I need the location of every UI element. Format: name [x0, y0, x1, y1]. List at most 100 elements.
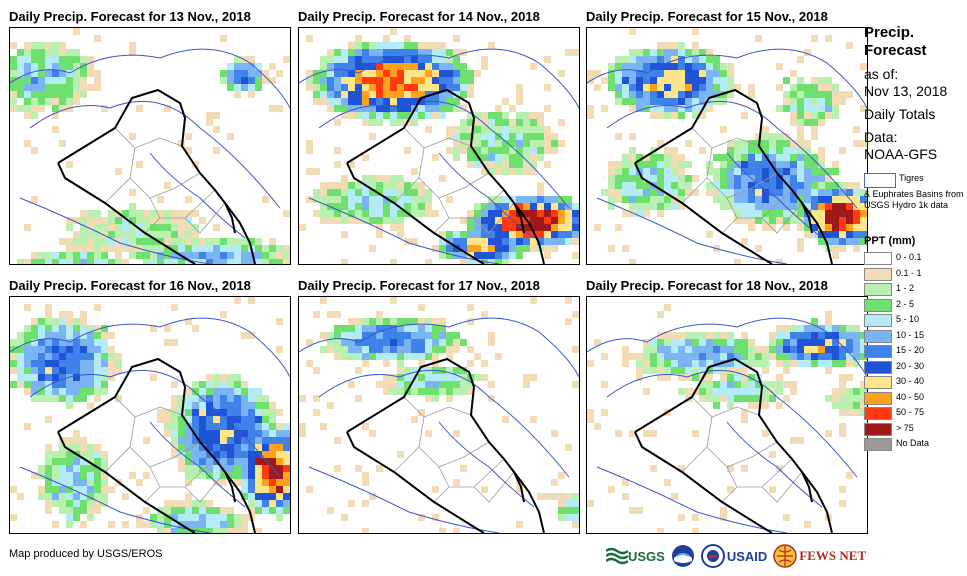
ppt-swatch [864, 391, 892, 405]
basin-outline [299, 317, 579, 533]
ppt-class-row: 15 - 20 [864, 344, 964, 360]
ppt-swatch [864, 267, 892, 281]
ppt-swatch [864, 360, 892, 374]
country-border [346, 88, 545, 264]
ppt-swatch [864, 298, 892, 312]
basin-legend: Tigres & Euphrates Basins from USGS Hydr… [864, 173, 964, 233]
precip-map-canvas [587, 304, 867, 533]
province-boundaries [104, 396, 226, 503]
panel-title: Daily Precip. Forecast for 18 Nov., 2018 [586, 278, 828, 293]
ppt-label: 30 - 40 [896, 376, 925, 386]
ppt-swatch [864, 376, 892, 389]
ppt-swatch [864, 345, 892, 358]
precip-map-canvas [299, 28, 579, 264]
ppt-swatch [864, 438, 892, 451]
usgs-logo: USGS [606, 547, 665, 565]
country-border [634, 88, 833, 264]
noaa-logo [671, 544, 695, 568]
forecast-panel: Daily Precip. Forecast for 13 Nov., 2018 [9, 9, 291, 265]
precip-map [9, 296, 291, 534]
ppt-title: PPT (mm) [864, 235, 916, 247]
footer-credit: Map produced by USGS/EROS [9, 548, 163, 560]
ppt-class-row: 0 - 0.1 [864, 251, 964, 267]
ppt-swatch [864, 422, 892, 436]
panel-title: Daily Precip. Forecast for 13 Nov., 2018 [9, 9, 251, 24]
basin-label: Tigres [899, 173, 924, 183]
forecast-panel: Daily Precip. Forecast for 16 Nov., 2018 [9, 278, 291, 534]
ppt-swatch [864, 407, 892, 420]
fewsnet-logo: FEWS NET [773, 544, 866, 568]
usaid-logo-text: USAID [726, 548, 768, 564]
as-of-label: as of: [864, 66, 899, 82]
province-boundaries [393, 396, 515, 503]
period-label: Daily Totals [864, 106, 936, 122]
forecast-panel: Daily Precip. Forecast for 15 Nov., 2018 [586, 9, 868, 265]
ppt-class-row: 20 - 30 [864, 360, 964, 376]
data-source: NOAA-GFS [864, 146, 938, 162]
basin-outline [587, 317, 867, 533]
basin-note: & Euphrates Basins from USGS Hydro 1k da… [864, 189, 964, 210]
usgs-wave-icon [606, 547, 628, 565]
province-boundaries [681, 396, 803, 503]
panel-title: Daily Precip. Forecast for 14 Nov., 2018 [298, 9, 540, 24]
panel-title: Daily Precip. Forecast for 15 Nov., 2018 [586, 9, 828, 24]
ppt-label: 20 - 30 [896, 360, 925, 371]
ppt-swatch [864, 314, 892, 327]
ppt-class-list: 0 - 0.1 0.1 - 1 1 - 2 2 - 5 5 - 10 10 - 15 15 … [864, 251, 964, 453]
ppt-class-row: 0.1 - 1 [864, 267, 964, 283]
precip-map-canvas [587, 28, 867, 264]
precip-map [298, 296, 580, 534]
as-of-date: Nov 13, 2018 [864, 83, 948, 99]
country-border [346, 357, 545, 533]
basin-outline [587, 48, 867, 264]
basin-swatch [864, 173, 896, 188]
ppt-class-row: 10 - 15 [864, 329, 964, 345]
country-border [57, 88, 256, 264]
data-label: Data: [864, 129, 898, 145]
fewsnet-globe-icon [773, 544, 798, 568]
ppt-class-row: > 75 [864, 422, 964, 438]
ppt-swatch [864, 252, 892, 265]
ppt-class-row: 2 - 5 [864, 298, 964, 314]
ppt-class-row: 1 - 2 [864, 282, 964, 298]
precip-map-canvas [299, 297, 579, 533]
ppt-label: > 75 [896, 422, 914, 433]
basin-outline [10, 317, 290, 533]
precip-map [586, 27, 868, 265]
precip-map [9, 27, 291, 265]
ppt-label: 2 - 5 [896, 298, 915, 309]
noaa-emblem-icon [671, 545, 694, 567]
precip-map [298, 27, 580, 265]
forecast-panel: Daily Precip. Forecast for 14 Nov., 2018 [298, 9, 580, 265]
ppt-class-row: 50 - 75 [864, 406, 964, 422]
ppt-label: 5 - 10 [896, 314, 920, 324]
ppt-label: 0 - 0.1 [896, 252, 922, 262]
basin-outline [10, 48, 290, 264]
ppt-class-row: 40 - 50 [864, 391, 964, 407]
ppt-swatch [864, 329, 892, 343]
province-boundaries [681, 127, 803, 234]
legend: Precip. Forecast as of: Nov 13, 2018 Dai… [864, 24, 964, 453]
ppt-label: 1 - 2 [896, 283, 915, 293]
ppt-class-row: 5 - 10 [864, 313, 964, 329]
ppt-swatch [864, 283, 892, 296]
precip-map-canvas [10, 28, 290, 264]
forecast-panel: Daily Precip. Forecast for 18 Nov., 2018 [586, 278, 868, 534]
forecast-panel: Daily Precip. Forecast for 17 Nov., 2018 [298, 278, 580, 534]
fewsnet-logo-text: FEWS NET [799, 548, 867, 563]
precip-map-canvas [10, 297, 290, 533]
panel-title: Daily Precip. Forecast for 17 Nov., 2018 [298, 278, 540, 293]
province-boundaries [393, 127, 515, 234]
ppt-label: 40 - 50 [896, 391, 925, 402]
ppt-label: 15 - 20 [896, 345, 925, 355]
ppt-class-row: 30 - 40 [864, 375, 964, 391]
basin-outline [299, 48, 579, 264]
province-boundaries [104, 127, 226, 234]
ppt-label: 50 - 75 [896, 407, 925, 417]
ppt-class-row: No Data [864, 437, 964, 453]
ppt-label: No Data [896, 438, 930, 448]
usaid-seal-icon [700, 544, 725, 568]
usaid-logo: USAID [700, 544, 768, 568]
legend-title: Precip. Forecast [864, 24, 927, 59]
precip-map [586, 296, 868, 534]
